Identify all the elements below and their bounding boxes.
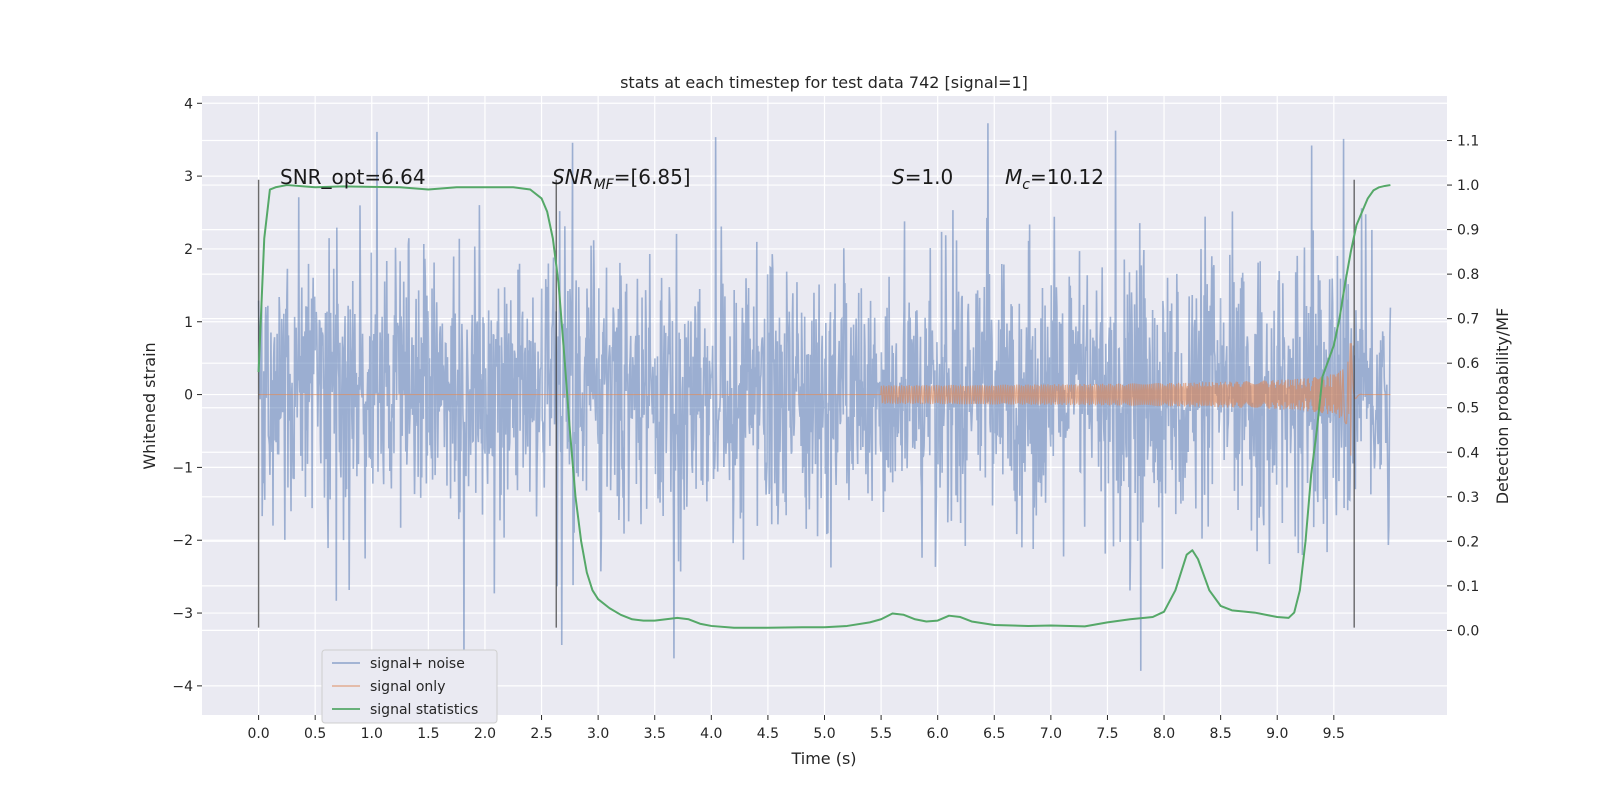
y-right-tick-label: 0.7 bbox=[1457, 312, 1479, 328]
signal-only-line bbox=[258, 343, 1391, 456]
x-axis-label: Time (s) bbox=[790, 749, 856, 768]
y-right-tick-label: 0.9 bbox=[1457, 223, 1479, 239]
x-tick-label: 6.5 bbox=[983, 726, 1005, 742]
x-tick-label: 9.0 bbox=[1266, 726, 1288, 742]
y-right-tick-label: 0.2 bbox=[1457, 534, 1479, 550]
x-tick-label: 2.0 bbox=[474, 726, 496, 742]
legend-label-signal-statistics: signal statistics bbox=[370, 702, 478, 718]
x-tick-label: 6.0 bbox=[927, 726, 949, 742]
y-right-tick-label: 0.6 bbox=[1457, 356, 1479, 372]
signal-statistics-line bbox=[257, 184, 1391, 629]
y-left-tick-label: −1 bbox=[172, 460, 193, 476]
chart-title: stats at each timestep for test data 742… bbox=[620, 73, 1028, 92]
x-tick-label: 4.5 bbox=[757, 726, 779, 742]
annotation-mc: Mc=10.12 bbox=[1005, 165, 1104, 193]
y-right-tick-label: 0.4 bbox=[1457, 445, 1479, 461]
y-right-tick-label: 0.5 bbox=[1457, 401, 1479, 417]
y-left-tick-label: −3 bbox=[172, 606, 193, 622]
legend-label-signal-noise: signal+ noise bbox=[370, 656, 465, 672]
annotation-snr-mf: SNRMF=[6.85] bbox=[552, 165, 691, 193]
signal-only-series bbox=[258, 343, 1391, 456]
signal-noise-line bbox=[257, 123, 1392, 671]
legend-label-signal-only: signal only bbox=[370, 679, 445, 695]
x-tick-label: 5.5 bbox=[870, 726, 892, 742]
x-tick-label: 3.5 bbox=[644, 726, 666, 742]
y-left-tick-label: 4 bbox=[184, 96, 193, 112]
y-axis-right-label: Detection probability/MF bbox=[1493, 308, 1512, 505]
y-left-tick-label: −2 bbox=[172, 533, 193, 549]
signal-noise-series bbox=[257, 123, 1392, 671]
y-left-tick-label: 1 bbox=[184, 315, 193, 331]
axis-layer: 0.0 0.5 1.0 1.5 2.0 2.5 3.0 3.5 4.0 4.5 5.0 5.5 6.0 6… bbox=[172, 96, 1479, 742]
x-tick-label: 0.0 bbox=[247, 726, 269, 742]
x-tick-label: 7.0 bbox=[1040, 726, 1062, 742]
signal-statistics-series bbox=[257, 184, 1391, 629]
x-tick-label: 0.5 bbox=[304, 726, 326, 742]
x-tick-label: 1.0 bbox=[361, 726, 383, 742]
x-tick-label: 8.5 bbox=[1210, 726, 1232, 742]
x-tick-label: 8.0 bbox=[1153, 726, 1175, 742]
vertical-markers bbox=[257, 179, 1355, 628]
x-tick-label: 2.5 bbox=[530, 726, 552, 742]
annotation-mc-sub: c bbox=[1022, 177, 1030, 193]
y-right-tick-label: 0.8 bbox=[1457, 267, 1479, 283]
annotation-mc-sym: M bbox=[1005, 165, 1022, 189]
annotation-mc-value: =10.12 bbox=[1030, 165, 1104, 189]
annotation-s: S=1.0 bbox=[892, 165, 953, 189]
y-right-tick-label: 1.1 bbox=[1457, 134, 1479, 150]
y-right-tick-label: 1.0 bbox=[1457, 178, 1479, 194]
x-tick-label: 7.5 bbox=[1096, 726, 1118, 742]
y-left-tick-label: 3 bbox=[184, 169, 193, 185]
y-right-tick-label: 0.3 bbox=[1457, 490, 1479, 506]
annotation-snr-mf-value: =[6.85] bbox=[614, 165, 691, 189]
y-left-tick-label: 0 bbox=[184, 388, 193, 404]
y-left-tick-label: −4 bbox=[172, 679, 193, 695]
x-tick-label: 3.0 bbox=[587, 726, 609, 742]
annotation-s-value: =1.0 bbox=[905, 165, 954, 189]
y-left-tick-label: 2 bbox=[184, 242, 193, 258]
x-tick-label: 9.5 bbox=[1323, 726, 1345, 742]
annotation-snr-opt: SNR_opt=6.64 bbox=[280, 165, 426, 189]
annotation-snr-mf-base: SNR bbox=[552, 165, 594, 189]
x-tick-label: 4.0 bbox=[700, 726, 722, 742]
y-right-tick-label: 0.0 bbox=[1457, 623, 1479, 639]
annotation-snr-mf-sub: MF bbox=[594, 177, 615, 193]
x-tick-label: 5.0 bbox=[813, 726, 835, 742]
legend-box bbox=[321, 649, 498, 724]
legend: signal+ noise signal only signal statist… bbox=[321, 649, 498, 724]
y-axis-left-label: Whitened strain bbox=[140, 342, 159, 469]
y-right-tick-label: 0.1 bbox=[1457, 579, 1479, 595]
x-tick-label: 1.5 bbox=[417, 726, 439, 742]
annotation-s-sym: S bbox=[892, 165, 905, 189]
